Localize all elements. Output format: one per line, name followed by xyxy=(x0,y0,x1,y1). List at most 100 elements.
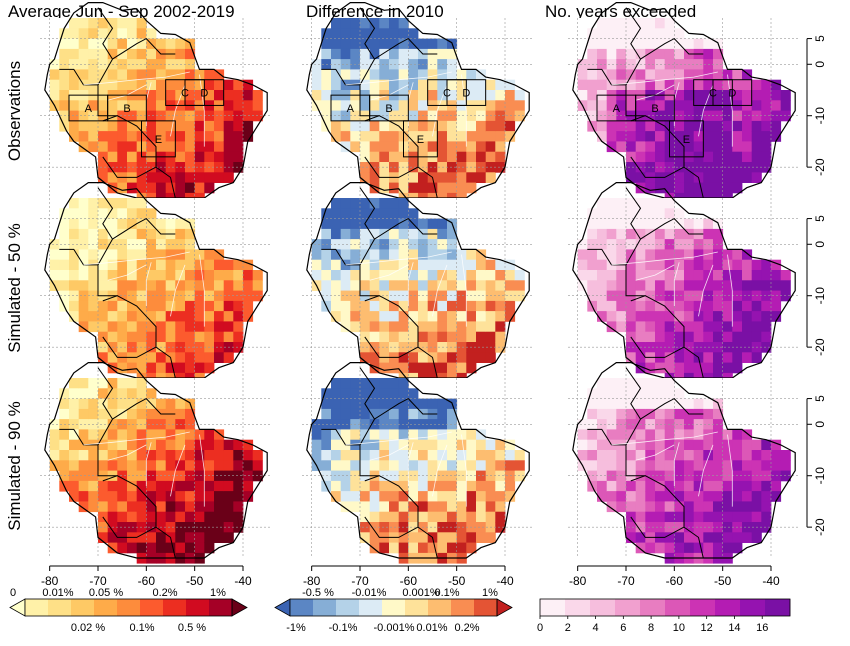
grid-cell xyxy=(127,18,138,29)
grid-cell xyxy=(360,460,371,471)
grid-cell xyxy=(107,450,118,461)
grid-cell xyxy=(514,270,525,281)
grid-cell xyxy=(340,100,351,111)
grid-cell xyxy=(360,48,371,60)
grid-cell xyxy=(427,79,438,91)
grid-cell xyxy=(350,270,361,281)
grid-cell xyxy=(78,491,89,502)
grid-cell xyxy=(732,69,743,81)
grid-cell xyxy=(476,429,487,441)
grid-cell xyxy=(369,38,380,50)
grid-cell xyxy=(117,300,128,312)
grid-cell xyxy=(389,429,400,441)
grid-cell xyxy=(204,131,215,142)
grid-cell xyxy=(485,480,496,492)
grid-cell xyxy=(674,419,685,430)
grid-cell xyxy=(427,239,438,250)
grid-cell xyxy=(635,259,646,271)
grid-cell xyxy=(655,100,666,111)
grid-cell xyxy=(626,100,637,111)
grid-cell xyxy=(204,491,215,502)
grid-cell xyxy=(117,270,128,281)
grid-cell xyxy=(664,352,675,363)
grid-cell xyxy=(146,388,157,399)
grid-cell xyxy=(369,172,380,183)
grid-cell xyxy=(447,480,458,492)
grid-cell xyxy=(136,280,147,291)
grid-cell xyxy=(185,151,196,163)
grid-cell xyxy=(655,280,666,291)
colorbar-swatch xyxy=(336,599,360,616)
grid-cell xyxy=(117,28,128,39)
grid-cell xyxy=(311,79,322,91)
grid-cell xyxy=(418,501,429,513)
y-tick-label: 0 xyxy=(813,421,827,428)
grid-cell xyxy=(418,90,429,101)
grid-cell xyxy=(722,300,733,312)
grid-cell xyxy=(703,501,714,513)
y-tick-label: 0 xyxy=(813,61,827,68)
grid-cell xyxy=(214,331,225,343)
grid-cell xyxy=(165,398,176,410)
grid-cell xyxy=(49,79,60,91)
grid-cell xyxy=(587,90,598,101)
grid-cell xyxy=(505,450,516,461)
country-border xyxy=(112,217,176,240)
grid-cell xyxy=(136,79,147,91)
grid-cell xyxy=(389,311,400,322)
grid-cell xyxy=(146,228,157,240)
grid-cell xyxy=(577,259,588,271)
grid-cell xyxy=(761,491,772,502)
grid-cell xyxy=(495,342,506,353)
grid-cell xyxy=(693,290,704,302)
grid-cell xyxy=(742,352,753,363)
grid-cell xyxy=(713,228,724,240)
grid-cell xyxy=(379,208,390,219)
grid-cell xyxy=(360,100,371,111)
grid-cell xyxy=(693,511,704,523)
grid-cell xyxy=(88,208,99,219)
grid-cell xyxy=(233,120,244,132)
grid-cell xyxy=(476,480,487,492)
grid-cell xyxy=(587,450,598,461)
grid-cell xyxy=(78,228,89,240)
grid-cell xyxy=(369,511,380,523)
grid-cell xyxy=(495,259,506,271)
grid-cell xyxy=(360,162,371,173)
grid-cell xyxy=(107,378,118,389)
colorbar-swatch xyxy=(117,599,141,616)
grid-cell xyxy=(485,511,496,523)
grid-cell xyxy=(466,450,477,461)
grid-cell xyxy=(379,511,390,523)
grid-cell xyxy=(146,59,157,70)
grid-cell xyxy=(664,270,675,281)
grid-cell xyxy=(146,259,157,271)
region-box-D xyxy=(446,79,487,106)
grid-cell xyxy=(635,228,646,240)
grid-cell xyxy=(117,419,128,430)
grid-cell xyxy=(418,259,429,271)
grid-cell xyxy=(98,69,109,81)
grid-cell xyxy=(485,131,496,142)
x-tick-label: -50 xyxy=(448,574,466,588)
grid-cell xyxy=(466,90,477,101)
x-tick-label: -80 xyxy=(41,574,59,588)
grid-cell xyxy=(136,331,147,343)
grid-cell xyxy=(252,280,263,291)
grid-cell xyxy=(626,198,637,209)
grid-cell xyxy=(156,100,167,111)
grid-cell xyxy=(252,450,263,461)
grid-cell xyxy=(703,79,714,91)
grid-cell xyxy=(127,259,138,271)
grid-cell xyxy=(597,79,608,91)
grid-cell xyxy=(437,511,448,523)
x-tick-label: -80 xyxy=(569,574,587,588)
grid-cell xyxy=(645,59,656,70)
grid-cell xyxy=(447,470,458,482)
grid-cell xyxy=(674,450,685,461)
grid-cell xyxy=(616,280,627,291)
river-line xyxy=(673,442,680,486)
grid-cell xyxy=(437,69,448,81)
grid-cell xyxy=(204,259,215,271)
grid-cell xyxy=(78,18,89,29)
